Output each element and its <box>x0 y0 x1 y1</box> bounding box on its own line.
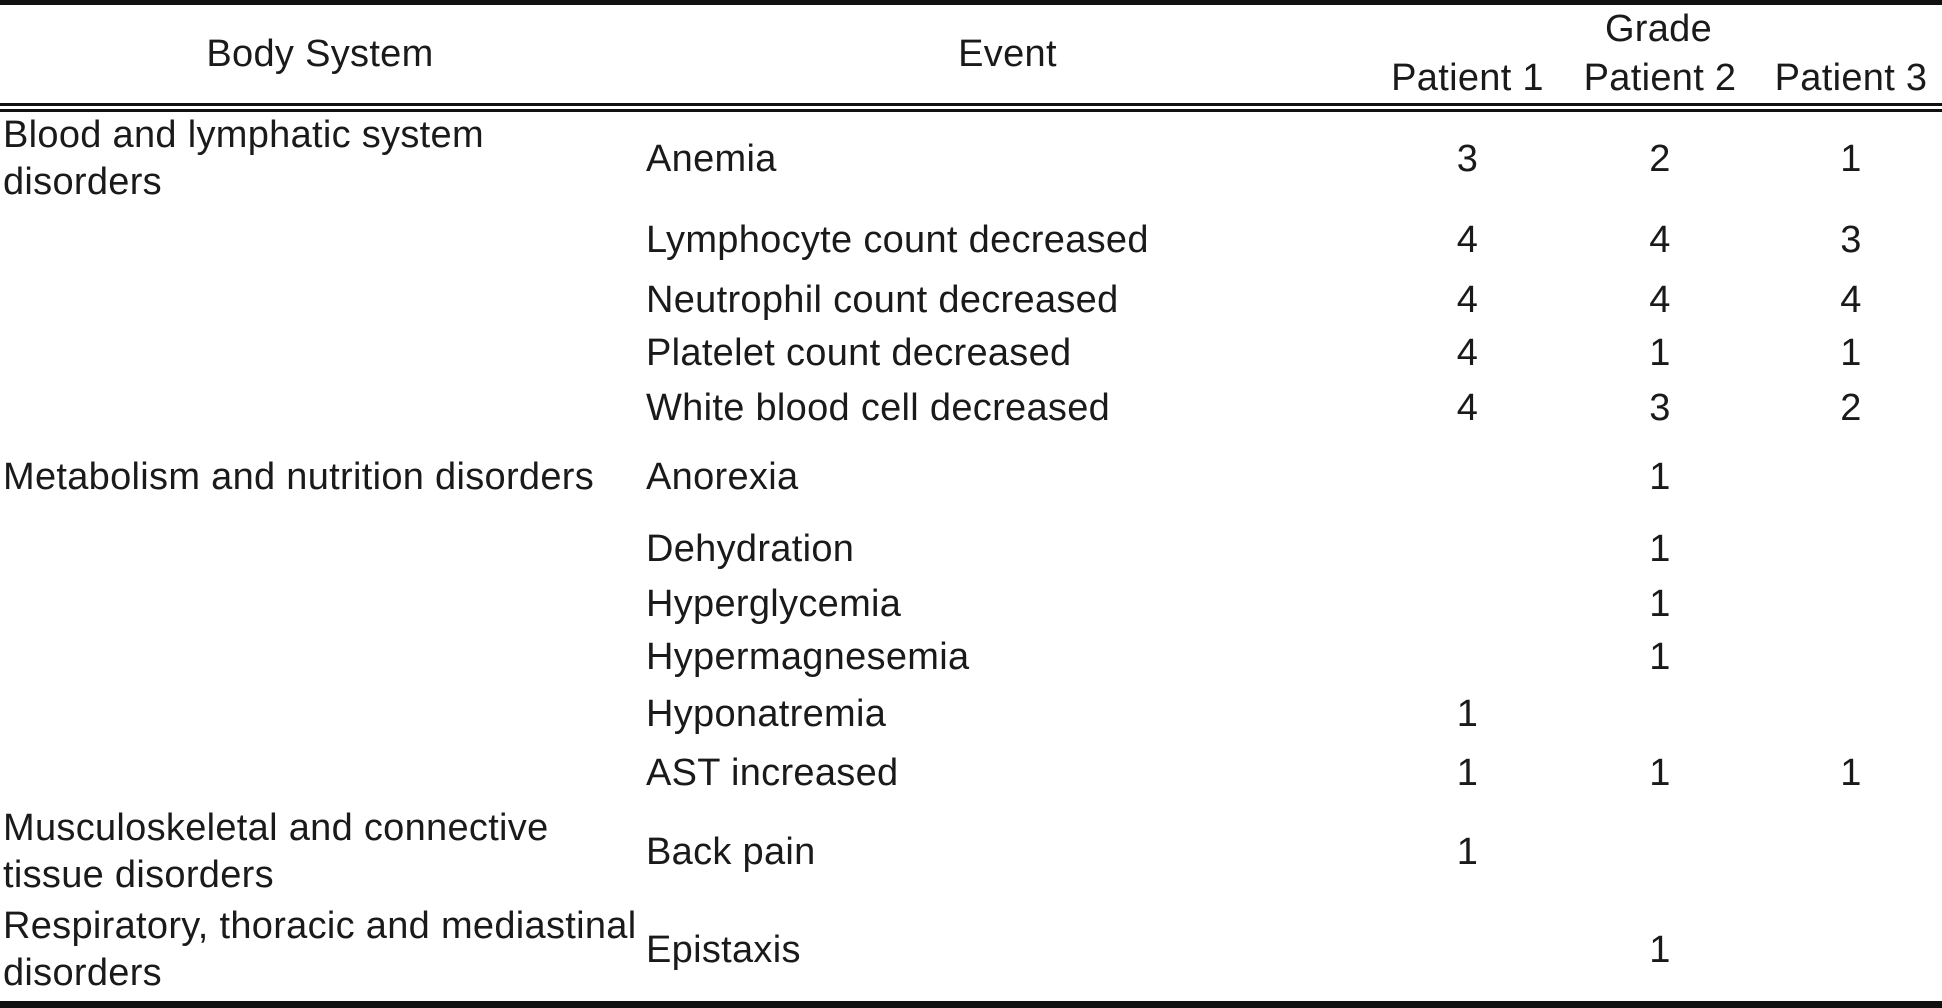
grade-cell-patient-3 <box>1760 805 1942 899</box>
grade-cell-patient-3 <box>1760 437 1942 518</box>
grade-cell-patient-1 <box>1375 579 1560 629</box>
grade-cell-patient-2: 1 <box>1649 456 1671 499</box>
grade-cell-patient-2: 1 <box>1649 527 1671 570</box>
header-row-2: Patient 1 Patient 2 Patient 3 <box>0 53 1942 108</box>
grade-cell-patient-1: 3 <box>1456 138 1479 181</box>
grade-cell-patient-3 <box>1760 518 1942 579</box>
col-header-grade-group: Grade <box>1604 7 1713 50</box>
event-cell: Lymphocyte count decreased <box>646 218 1149 261</box>
event-cell: Anemia <box>646 138 777 181</box>
grade-cell-patient-1: 4 <box>1456 218 1479 261</box>
grade-cell-patient-1 <box>1375 518 1560 579</box>
grade-cell-patient-1 <box>1375 899 1560 1004</box>
grade-cell-patient-2 <box>1560 805 1760 899</box>
event-cell: Hyponatremia <box>646 692 887 735</box>
event-cell: Dehydration <box>646 527 855 570</box>
header-row-1: Body System Event Grade <box>0 3 1942 75</box>
table-body: Blood and lymphatic system disorders Ane… <box>0 108 1942 1005</box>
table-row: Hyperglycemia 1 <box>0 579 1942 629</box>
grade-cell-patient-2: 4 <box>1649 218 1671 261</box>
table-row: Blood and lymphatic system disorders Ane… <box>0 108 1942 207</box>
grade-cell-patient-2: 1 <box>1649 636 1671 679</box>
grade-cell-patient-2 <box>1560 686 1760 742</box>
grade-cell-patient-1: 1 <box>1456 752 1479 795</box>
table-row: Dehydration 1 <box>0 518 1942 579</box>
grade-cell-patient-1 <box>1375 629 1560 685</box>
table-row: Neutrophil count decreased 4 4 4 <box>0 273 1942 326</box>
grade-cell-patient-2: 3 <box>1649 387 1671 430</box>
grade-cell-patient-3: 1 <box>1840 332 1862 375</box>
grade-cell-patient-1: 4 <box>1456 387 1479 430</box>
event-cell: AST increased <box>646 752 899 795</box>
grade-cell-patient-3: 1 <box>1840 138 1862 181</box>
grade-cell-patient-3: 3 <box>1840 218 1862 261</box>
grade-cell-patient-3 <box>1760 579 1942 629</box>
col-header-body-system: Body System <box>206 32 434 75</box>
grade-cell-patient-1: 4 <box>1456 332 1479 375</box>
grade-cell-patient-2: 2 <box>1649 138 1671 181</box>
grade-cell-patient-3 <box>1760 686 1942 742</box>
grade-cell-patient-3: 4 <box>1840 279 1862 321</box>
event-cell: Neutrophil count decreased <box>646 279 1119 321</box>
table-row: Metabolism and nutrition disorders Anore… <box>0 437 1942 518</box>
grade-cell-patient-1: 1 <box>1456 692 1479 735</box>
grade-cell-patient-1 <box>1375 437 1560 518</box>
col-header-patient-1: Patient 1 <box>1391 56 1544 99</box>
event-cell: Hypermagnesemia <box>646 636 970 679</box>
event-cell: Back pain <box>646 830 816 873</box>
event-cell: Platelet count decreased <box>646 332 1072 375</box>
col-header-event: Event <box>958 32 1057 75</box>
grade-cell-patient-2: 1 <box>1649 583 1671 626</box>
grade-cell-patient-1: 4 <box>1456 279 1479 321</box>
col-header-patient-2: Patient 2 <box>1583 56 1737 99</box>
body-system-cell: Blood and lymphatic system disorders <box>3 114 484 204</box>
table-row: Hyponatremia 1 <box>0 686 1942 742</box>
body-system-cell: Musculoskeletal and connective tissue di… <box>3 806 549 896</box>
grade-cell-patient-2: 1 <box>1649 929 1671 972</box>
event-cell: Anorexia <box>646 456 799 499</box>
table-row: Platelet count decreased 4 1 1 <box>0 327 1942 380</box>
grade-cell-patient-3: 1 <box>1840 752 1862 795</box>
table-row: Respiratory, thoracic and mediastinal di… <box>0 899 1942 1004</box>
table-row: Musculoskeletal and connective tissue di… <box>0 805 1942 899</box>
table-header: Body System Event Grade Patient 1 Patien… <box>0 3 1942 108</box>
event-cell: Hyperglycemia <box>646 583 902 626</box>
grade-cell-patient-3: 2 <box>1840 387 1862 430</box>
event-cell: Epistaxis <box>646 929 801 972</box>
grade-cell-patient-2: 4 <box>1649 279 1671 321</box>
grade-cell-patient-1: 1 <box>1456 830 1479 873</box>
body-system-cell: Respiratory, thoracic and mediastinal di… <box>3 905 637 995</box>
table-row: Lymphocyte count decreased 4 4 3 <box>0 206 1942 273</box>
grade-cell-patient-3 <box>1760 629 1942 685</box>
table-row: AST increased 1 1 1 <box>0 742 1942 805</box>
grade-cell-patient-3 <box>1760 899 1942 1004</box>
grade-cell-patient-2: 1 <box>1649 332 1671 375</box>
table-row: White blood cell decreased 4 3 2 <box>0 380 1942 437</box>
event-cell: White blood cell decreased <box>646 387 1111 430</box>
table-row: Hypermagnesemia 1 <box>0 629 1942 685</box>
grade-cell-patient-2: 1 <box>1649 752 1671 795</box>
col-header-patient-3: Patient 3 <box>1774 56 1928 99</box>
body-system-cell: Metabolism and nutrition disorders <box>3 455 595 498</box>
